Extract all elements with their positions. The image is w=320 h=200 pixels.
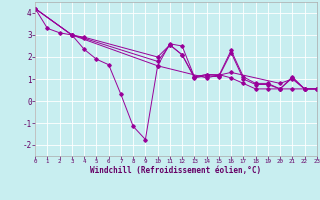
X-axis label: Windchill (Refroidissement éolien,°C): Windchill (Refroidissement éolien,°C) [91,166,261,175]
